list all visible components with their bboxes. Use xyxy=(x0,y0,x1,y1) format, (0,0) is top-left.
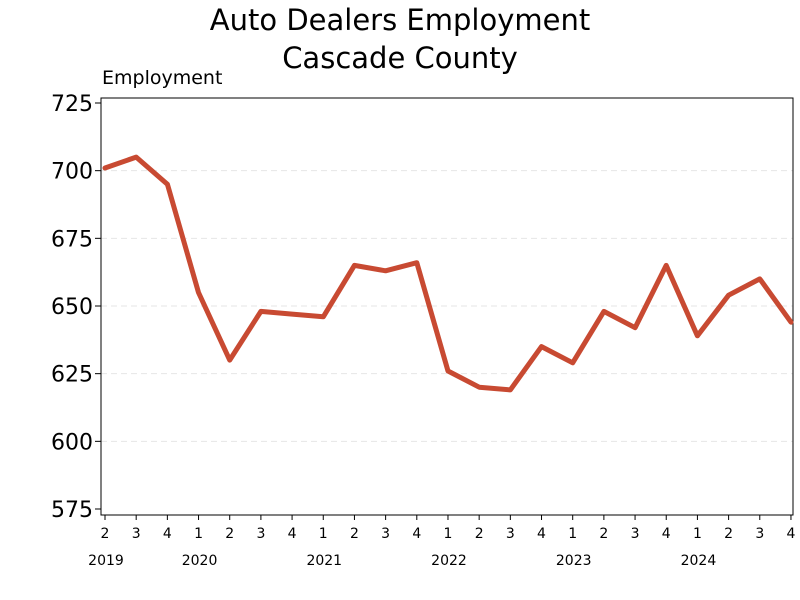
y-tick-label: 575 xyxy=(51,498,93,523)
x-tick-label-quarter: 2 xyxy=(599,526,608,542)
chart-title-line-1: Auto Dealers Employment xyxy=(209,3,591,37)
series-group xyxy=(102,154,794,393)
data-point xyxy=(477,385,481,389)
data-point xyxy=(664,263,668,267)
x-tick-label-quarter: 4 xyxy=(288,526,297,542)
data-point xyxy=(228,358,232,362)
data-point xyxy=(103,166,107,170)
y-tick-label: 600 xyxy=(51,430,93,455)
x-tick-label-quarter: 3 xyxy=(381,526,390,542)
data-point xyxy=(758,277,762,281)
x-tick-label-year: 2020 xyxy=(182,553,218,569)
data-point xyxy=(633,326,637,330)
gridlines xyxy=(101,170,793,442)
data-point xyxy=(321,315,325,319)
x-tick-label-quarter: 3 xyxy=(256,526,265,542)
y-axis-ticks: 575 600 625 650 675 700 725 xyxy=(51,92,101,523)
x-axis-ticks: 2 3 4 1 2 3 4 1 2 3 4 1 2 3 4 1 2 3 4 1 2 3 4 2019 2020 2021 2022 2… xyxy=(88,515,795,569)
y-tick-label: 700 xyxy=(51,160,93,185)
data-point xyxy=(602,309,606,313)
x-tick-label-quarter: 4 xyxy=(786,526,795,542)
x-tick-label-quarter: 4 xyxy=(662,526,671,542)
data-point xyxy=(571,361,575,365)
x-tick-label-quarter: 3 xyxy=(506,526,515,542)
y-tick-label: 625 xyxy=(51,363,93,388)
y-tick-label: 675 xyxy=(51,227,93,252)
x-tick-label-quarter: 2 xyxy=(225,526,234,542)
series-line xyxy=(102,154,794,393)
data-point xyxy=(540,345,544,349)
y-axis-label: Employment xyxy=(102,67,223,89)
y-tick-label: 725 xyxy=(51,92,93,117)
data-point xyxy=(695,334,699,338)
data-point xyxy=(290,312,294,316)
x-tick-label-quarter: 3 xyxy=(755,526,764,542)
x-tick-label-year: 2023 xyxy=(556,553,592,569)
data-point xyxy=(384,269,388,273)
x-tick-label-quarter: 1 xyxy=(194,526,203,542)
data-point xyxy=(134,155,138,159)
x-tick-label-year: 2024 xyxy=(681,553,717,569)
data-point xyxy=(352,263,356,267)
x-tick-label-quarter: 1 xyxy=(568,526,577,542)
data-point xyxy=(259,309,263,313)
data-point xyxy=(727,293,731,297)
x-tick-label-quarter: 1 xyxy=(319,526,328,542)
x-tick-label-quarter: 4 xyxy=(537,526,546,542)
x-tick-label-quarter: 2 xyxy=(475,526,484,542)
x-tick-label-quarter: 1 xyxy=(693,526,702,542)
x-tick-label-quarter: 3 xyxy=(132,526,141,542)
x-tick-label-year: 2019 xyxy=(88,553,124,569)
y-tick-label: 650 xyxy=(51,295,93,320)
x-tick-label-quarter: 2 xyxy=(724,526,733,542)
x-tick-label-quarter: 2 xyxy=(101,526,110,542)
data-point xyxy=(165,182,169,186)
data-point xyxy=(446,369,450,373)
data-point xyxy=(415,261,419,265)
x-tick-label-quarter: 2 xyxy=(350,526,359,542)
x-tick-label-year: 2022 xyxy=(431,553,467,569)
x-tick-label-quarter: 1 xyxy=(444,526,453,542)
x-tick-label-quarter: 4 xyxy=(163,526,172,542)
x-tick-label-quarter: 4 xyxy=(412,526,421,542)
data-point xyxy=(508,388,512,392)
x-tick-label-quarter: 3 xyxy=(631,526,640,542)
data-point xyxy=(197,290,201,294)
x-tick-label-year: 2021 xyxy=(306,553,342,569)
chart-title-line-2: Cascade County xyxy=(282,41,518,75)
data-point xyxy=(789,320,793,324)
